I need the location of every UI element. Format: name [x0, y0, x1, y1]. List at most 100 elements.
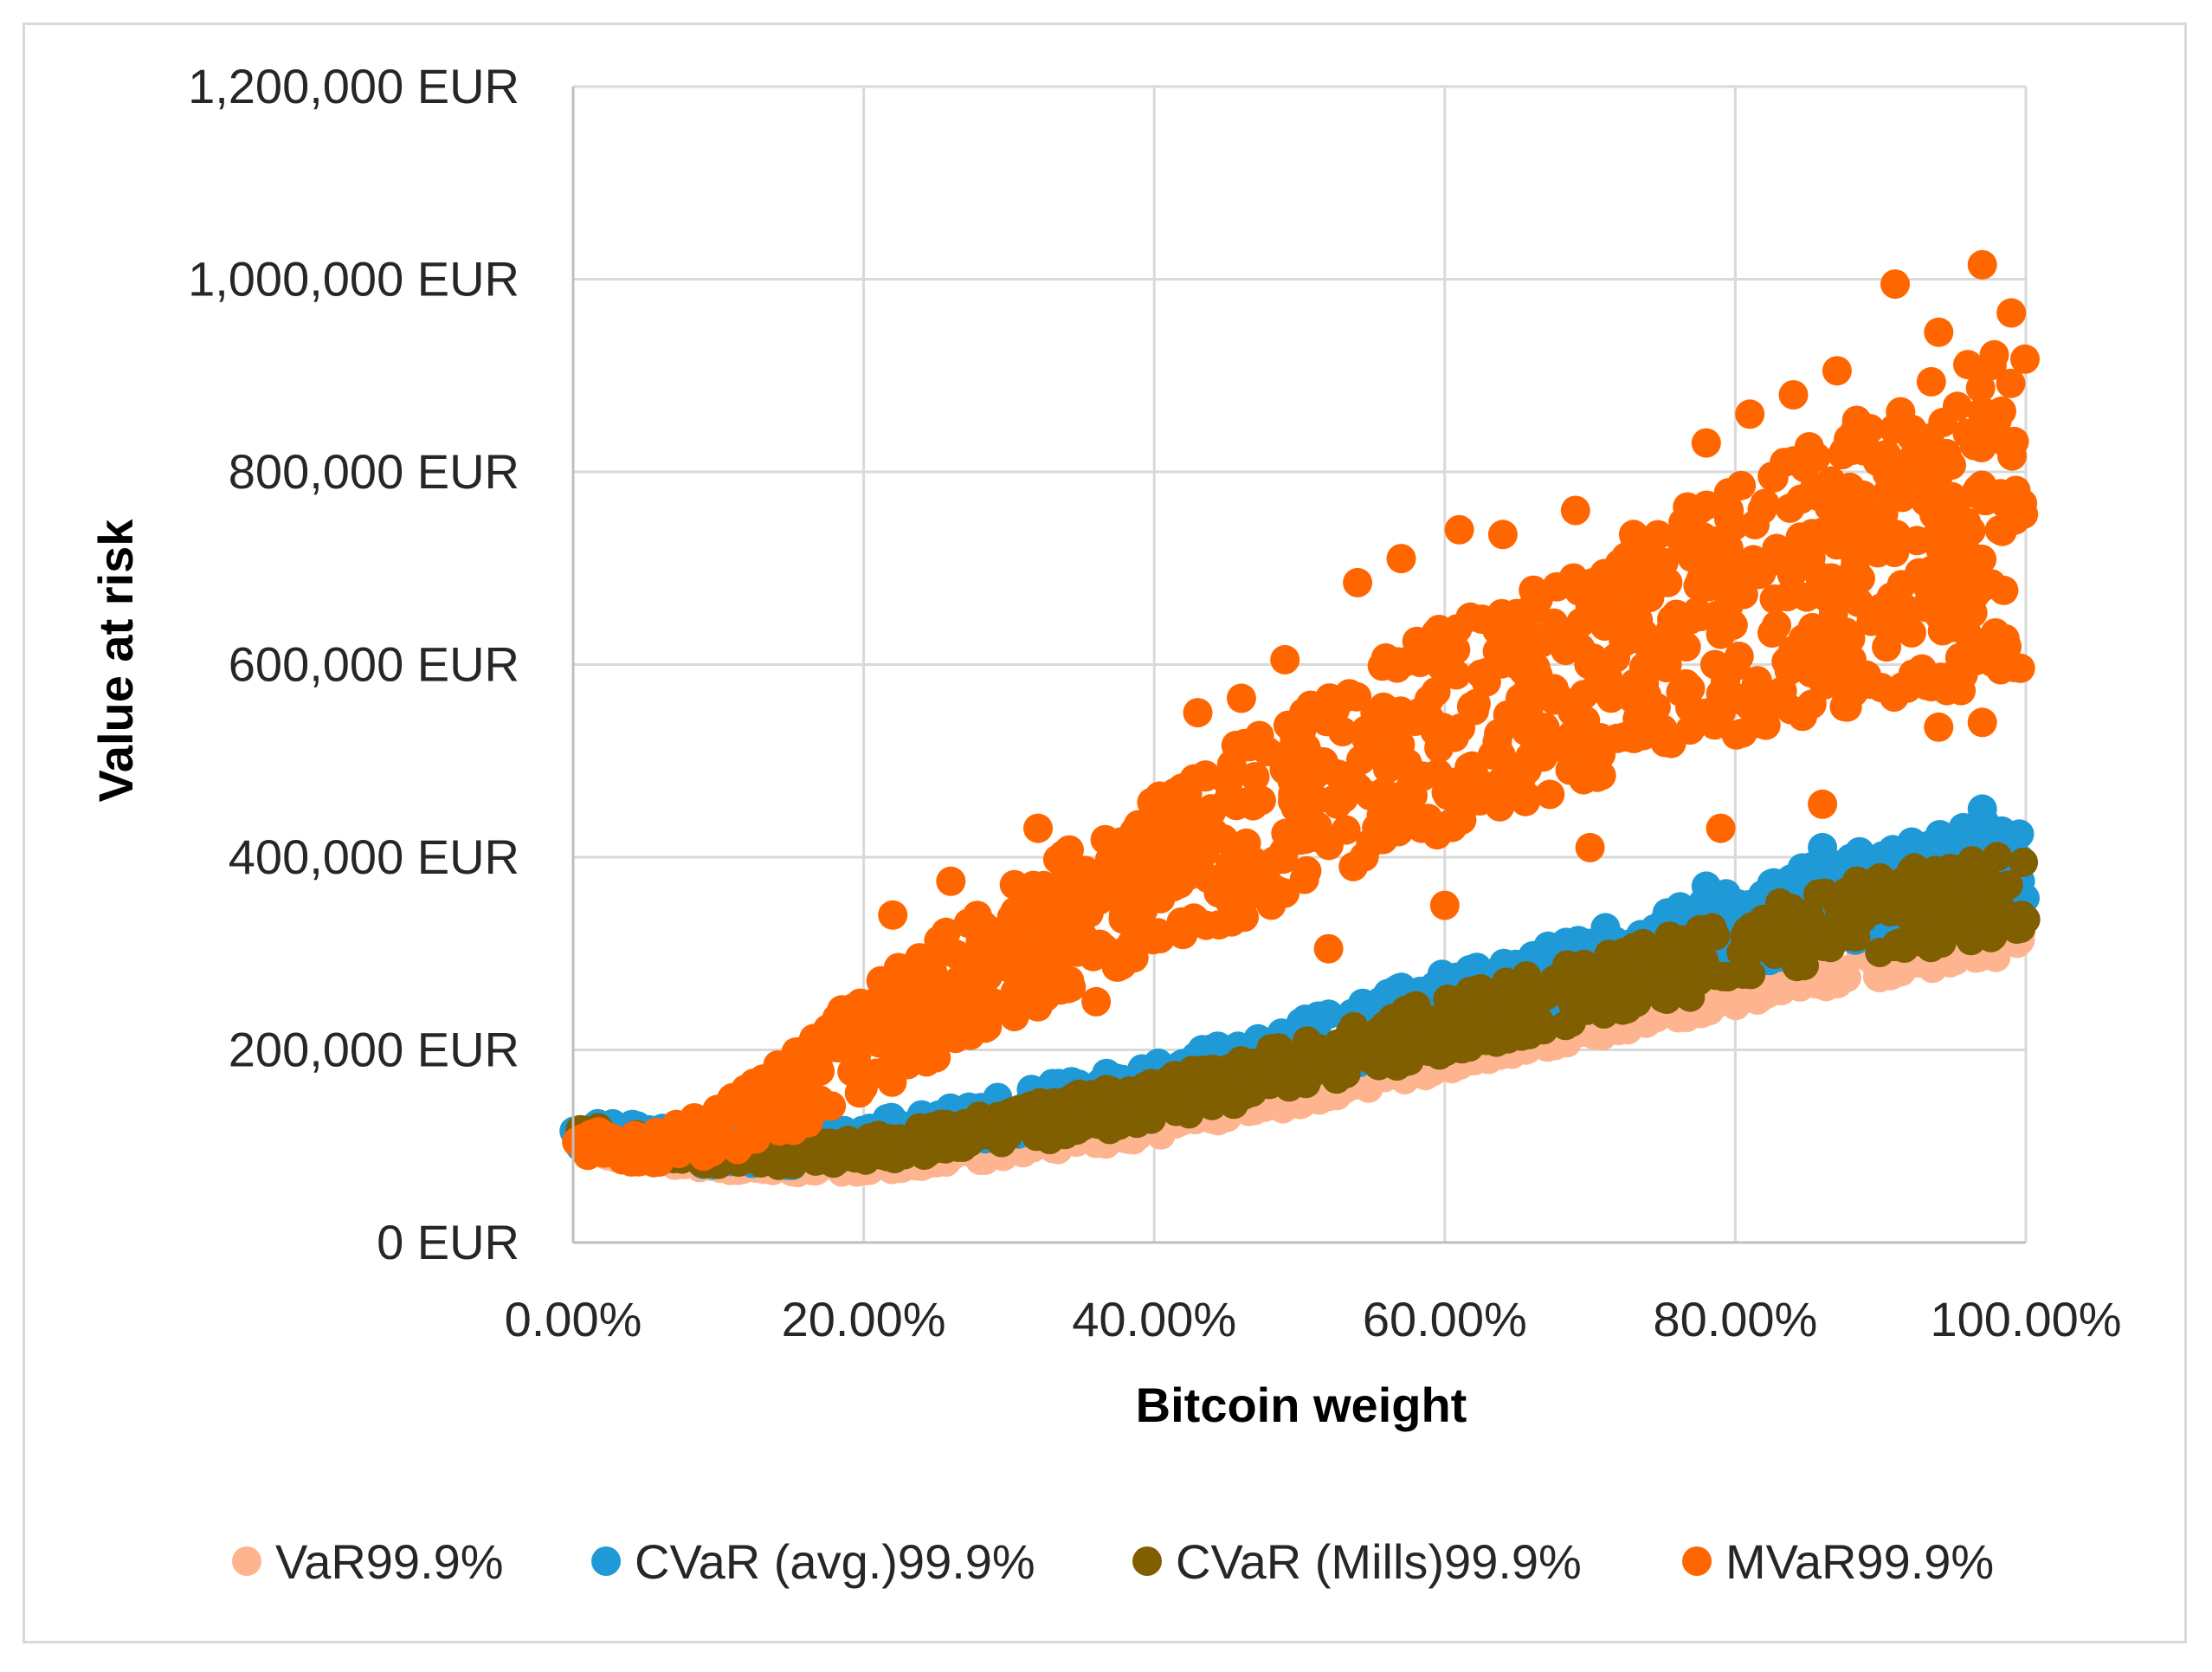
data-point: [1342, 681, 1372, 712]
x-tick-labels: 0.00% 20.00% 40.00% 60.00% 80.00% 100.00%: [505, 1292, 2122, 1346]
data-point: [1487, 520, 1518, 550]
data-point: [1748, 676, 1778, 707]
data-point: [815, 1020, 845, 1050]
data-point: [1331, 1058, 1361, 1088]
data-point: [1446, 713, 1476, 743]
data-point: [1168, 920, 1198, 950]
data-point: [1949, 896, 1979, 926]
data-point: [1229, 787, 1260, 817]
data-point: [860, 989, 890, 1019]
data-point: [1581, 673, 1611, 703]
data-point: [1574, 649, 1604, 680]
data-point: [1061, 1115, 1092, 1146]
data-point: [1055, 849, 1086, 879]
data-point: [1872, 632, 1902, 662]
data-point: [1485, 767, 1515, 797]
data-point: [1524, 584, 1553, 614]
data-point: [1244, 720, 1274, 751]
data-point: [1360, 732, 1390, 762]
data-point: [1136, 1099, 1166, 1129]
data-point: [1822, 530, 1852, 560]
data-point: [1896, 445, 1926, 474]
data-point: [1448, 1032, 1479, 1062]
data-point: [1038, 967, 1068, 997]
legend-marker: [232, 1546, 261, 1576]
data-point: [1007, 900, 1037, 930]
data-point: [1585, 723, 1615, 752]
data-point: [1680, 935, 1710, 965]
data-point: [1327, 717, 1358, 746]
data-point: [1708, 961, 1738, 991]
data-point: [1790, 951, 1819, 981]
data-point: [1706, 813, 1736, 843]
x-axis-title: Bitcoin weight: [1136, 1378, 1467, 1432]
data-point: [1808, 789, 1838, 819]
data-point: [1841, 922, 1871, 952]
data-point: [1968, 397, 1997, 427]
data-point: [1313, 933, 1344, 964]
data-point: [1287, 715, 1317, 746]
data-point: [1145, 924, 1175, 953]
data-point: [1013, 875, 1042, 906]
data-point: [861, 1058, 891, 1088]
data-point: [1575, 832, 1605, 862]
data-point: [1471, 657, 1501, 688]
legend-item: CVaR (avg.)99.9%: [591, 1534, 1035, 1589]
data-point: [1485, 791, 1515, 822]
data-point: [1863, 868, 1893, 898]
data-point: [2010, 344, 2040, 374]
legend-marker: [591, 1546, 621, 1576]
data-point: [1010, 949, 1041, 979]
data-point: [1633, 554, 1663, 584]
data-point: [1108, 904, 1138, 934]
data-point: [1196, 797, 1227, 827]
data-point: [1762, 610, 1791, 641]
data-point: [1280, 1042, 1310, 1072]
data-point: [1880, 932, 1910, 962]
data-point: [1791, 582, 1822, 612]
data-point: [1023, 813, 1053, 843]
data-point: [1551, 636, 1581, 666]
data-point: [2001, 901, 2031, 932]
data-point: [1000, 994, 1030, 1024]
data-point: [1441, 635, 1471, 665]
data-point: [1239, 847, 1269, 877]
data-point: [1840, 552, 1870, 583]
data-point: [1362, 813, 1392, 843]
data-point: [764, 1150, 794, 1180]
data-point: [1878, 835, 1908, 865]
x-tick-label: 60.00%: [1363, 1292, 1527, 1346]
legend-marker: [1132, 1546, 1162, 1576]
legend-label: CVaR (avg.)99.9%: [635, 1534, 1035, 1589]
data-point: [1880, 590, 1910, 620]
data-point: [1512, 994, 1543, 1024]
data-point: [882, 1135, 913, 1165]
data-point: [1967, 249, 1997, 280]
data-point: [1724, 642, 1754, 671]
data-point: [878, 900, 908, 930]
data-point: [1810, 924, 1841, 953]
data-point: [795, 1049, 825, 1079]
data-point: [1517, 623, 1547, 653]
data-point: [1912, 571, 1943, 602]
data-point: [1686, 602, 1716, 632]
data-point: [1539, 674, 1569, 704]
data-point: [1999, 493, 2029, 522]
data-point: [1841, 415, 1871, 444]
data-point: [1652, 649, 1682, 680]
data-point: [1924, 712, 1954, 742]
data-point: [1025, 1088, 1055, 1118]
data-point: [1732, 984, 1763, 1014]
data-point: [1519, 740, 1550, 770]
data-point: [629, 1143, 660, 1173]
data-point: [793, 1107, 823, 1138]
y-tick-label: 200,000 EUR: [229, 1023, 519, 1077]
data-point: [1590, 611, 1620, 642]
data-point: [1190, 1085, 1221, 1115]
data-point: [1865, 963, 1895, 992]
data-point: [805, 1085, 835, 1115]
series-mvar99-9-: [562, 249, 2040, 1178]
data-point: [1256, 890, 1287, 920]
data-point: [1420, 716, 1450, 746]
data-point: [1094, 1114, 1125, 1145]
